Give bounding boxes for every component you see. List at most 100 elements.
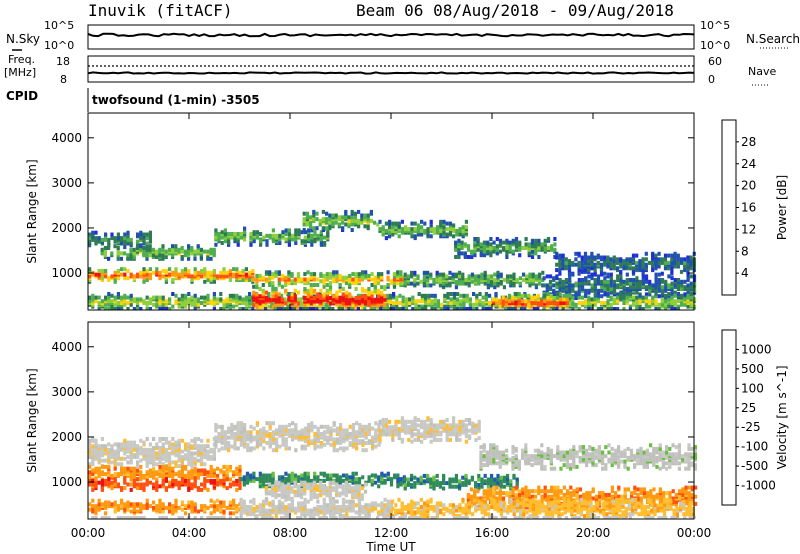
power-echo-cell-b4 bbox=[439, 219, 443, 224]
velocity-echo-cell-b1 bbox=[271, 421, 275, 426]
velocity-echo-cell-b0 bbox=[123, 449, 127, 454]
power-echo-cell-b11 bbox=[388, 293, 392, 298]
velocity-echo-cell-b3 bbox=[572, 464, 576, 469]
velocity-echo-cell-b3 bbox=[677, 466, 681, 471]
power-ground-cell bbox=[139, 307, 143, 310]
power-echo-cell-b10 bbox=[587, 279, 591, 284]
velocity-echo-cell-b0 bbox=[132, 440, 136, 445]
velocity-echo-cell-b6 bbox=[329, 473, 333, 478]
power-echo-cell-b4 bbox=[445, 232, 449, 237]
power-echo-cell-b3 bbox=[328, 217, 332, 222]
power-echo-cell-b3 bbox=[337, 222, 341, 227]
power-echo-cell-b13 bbox=[511, 295, 515, 300]
power-echo-cell-b5 bbox=[498, 249, 503, 254]
power-echo-cell-b11 bbox=[110, 304, 114, 309]
power-ground-cell bbox=[641, 307, 645, 310]
power-echo-cell-b6 bbox=[574, 251, 578, 256]
power-echo-cell-b6 bbox=[564, 264, 568, 269]
velocity-echo-cell-b5 bbox=[104, 478, 108, 483]
power-echo-cell-b4 bbox=[420, 232, 424, 237]
power-echo-cell-b6 bbox=[609, 257, 613, 262]
power-echo-cell-b10 bbox=[670, 288, 674, 293]
velocity-echo-cell-b1 bbox=[262, 446, 266, 451]
power-echo-cell-b11 bbox=[136, 297, 140, 302]
power-echo-cell-b1 bbox=[206, 255, 210, 259]
power-echo-cell-b10 bbox=[580, 281, 585, 286]
power-echo-cell-b8 bbox=[351, 272, 355, 277]
power-echo-cell-b4 bbox=[384, 228, 388, 233]
power-echo-cell-b8 bbox=[261, 275, 265, 280]
power-echo-cell-b7 bbox=[225, 274, 229, 279]
power-echo-cell-b10 bbox=[632, 278, 636, 282]
power-echo-cell-b2 bbox=[303, 230, 307, 235]
power-echo-cell-b6 bbox=[583, 251, 588, 256]
power-echo-cell-b0 bbox=[88, 232, 92, 237]
power-echo-cell-b10 bbox=[548, 274, 553, 279]
power-echo-cell-b12 bbox=[306, 303, 310, 308]
velocity-echo-cell-b1 bbox=[271, 437, 275, 442]
velocity-echo-cell-b2 bbox=[461, 428, 465, 433]
power-echo-cell-b12 bbox=[271, 287, 275, 291]
power-echo-cell-b10 bbox=[577, 281, 581, 286]
power-echo-cell-b8 bbox=[364, 273, 368, 278]
power-echo-cell-b9 bbox=[426, 283, 430, 288]
power-echo-cell-b10 bbox=[664, 279, 668, 284]
velocity-echo-cell-b1 bbox=[217, 435, 221, 440]
velocity-echo-cell-b3 bbox=[511, 448, 515, 453]
power-ground-cell bbox=[324, 307, 328, 310]
power-echo-cell-b6 bbox=[580, 264, 584, 269]
power-echo-cell-b10 bbox=[612, 283, 617, 288]
velocity-echo-cell-b2 bbox=[429, 421, 433, 426]
power-echo-cell-b7 bbox=[228, 269, 232, 273]
power-echo-cell-b6 bbox=[657, 257, 661, 262]
velocity-echo-cell-b1 bbox=[281, 442, 285, 447]
power-echo-cell-b2 bbox=[275, 233, 279, 238]
velocity-echo-cell-b3 bbox=[633, 463, 637, 468]
power-echo-cell-b10 bbox=[657, 278, 661, 282]
power-echo-cell-b1 bbox=[187, 244, 191, 249]
power-echo-cell-b13 bbox=[524, 293, 528, 298]
power-echo-cell-b5 bbox=[473, 237, 477, 241]
power-echo-cell-b2 bbox=[239, 235, 243, 240]
power-echo-cell-b11 bbox=[187, 292, 191, 296]
power-echo-cell-b1 bbox=[103, 246, 107, 250]
velocity-echo-cell-b3 bbox=[585, 452, 589, 457]
power-echo-cell-b11 bbox=[456, 304, 460, 309]
power-ground-cell bbox=[596, 307, 600, 310]
velocity-echo-cell-b2 bbox=[410, 439, 414, 444]
velocity-echo-cell-b6 bbox=[290, 475, 294, 480]
power-ground-cell bbox=[312, 307, 316, 310]
velocity-echo-cell-b0 bbox=[171, 460, 175, 465]
velocity-echo-cell-b2 bbox=[461, 423, 465, 428]
power-echo-cell-b10 bbox=[660, 278, 665, 282]
power-echo-cell-b1 bbox=[151, 247, 155, 252]
velocity-echo-cell-b0 bbox=[193, 460, 197, 465]
power-echo-cell-b8 bbox=[341, 275, 345, 280]
power-echo-cell-b2 bbox=[262, 235, 266, 240]
power-echo-cell-b11 bbox=[670, 299, 674, 304]
power-ground-cell bbox=[488, 307, 492, 310]
power-echo-cell-b6 bbox=[615, 260, 620, 265]
power-echo-cell-b12 bbox=[306, 288, 310, 293]
power-echo-cell-b5 bbox=[479, 251, 483, 256]
power-echo-cell-b1 bbox=[180, 255, 184, 259]
power-echo-cell-b6 bbox=[561, 259, 565, 264]
power-echo-cell-b7 bbox=[148, 272, 152, 277]
power-echo-cell-b11 bbox=[132, 297, 136, 302]
power-echo-cell-b2 bbox=[310, 242, 314, 247]
velocity-echo-cell-b3 bbox=[649, 452, 653, 457]
power-echo-cell-b0 bbox=[148, 230, 152, 235]
power-echo-cell-b5 bbox=[511, 238, 515, 243]
power-echo-cell-b0 bbox=[107, 241, 111, 246]
velocity-echo-cell-b3 bbox=[620, 454, 624, 459]
power-echo-cell-b11 bbox=[619, 292, 623, 296]
velocity-echo-cell-b3 bbox=[642, 461, 646, 466]
velocity-echo-cell-b3 bbox=[601, 450, 605, 455]
power-echo-cell-b3 bbox=[321, 217, 325, 222]
power-echo-cell-b6 bbox=[625, 257, 629, 262]
power-echo-cell-b10 bbox=[683, 292, 687, 297]
power-echo-cell-b11 bbox=[484, 297, 488, 302]
velocity-echo-cell-b1 bbox=[281, 424, 285, 429]
velocity-echo-cell-b1 bbox=[265, 421, 269, 426]
velocity-echo-cell-b0 bbox=[193, 437, 197, 441]
